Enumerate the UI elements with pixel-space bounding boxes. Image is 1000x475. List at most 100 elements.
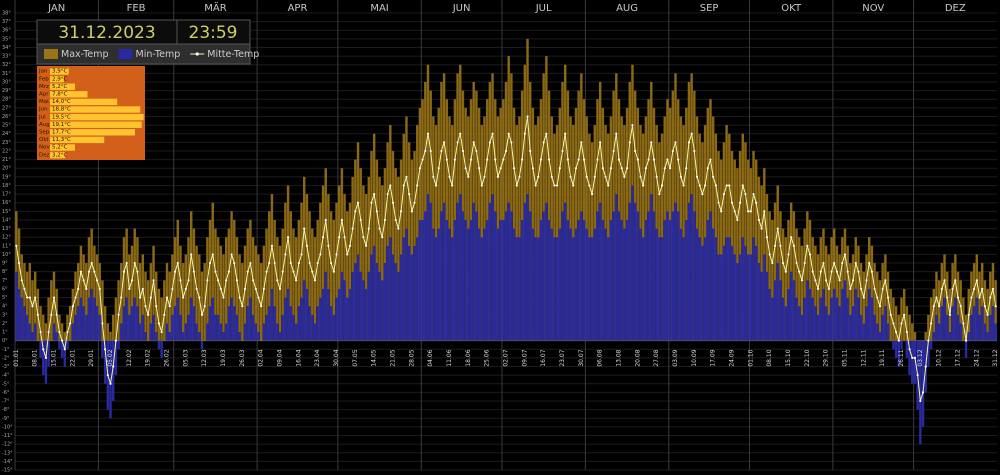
mean-dot <box>262 287 265 291</box>
mean-dot <box>324 218 327 222</box>
min-bar <box>413 245 416 341</box>
min-bar <box>74 314 77 341</box>
max-bar <box>760 185 763 341</box>
min-bar <box>679 228 683 341</box>
mean-dot <box>806 244 809 247</box>
min-bar <box>370 254 373 341</box>
min-bar <box>676 211 680 341</box>
min-bar <box>647 211 650 341</box>
y-tick-label: -8° <box>2 407 10 413</box>
y-tick-label: 18° <box>2 183 11 189</box>
max-bar <box>937 280 941 341</box>
max-bar <box>44 323 48 341</box>
min-bar <box>959 323 962 341</box>
max-bar <box>141 254 145 341</box>
mean-dot <box>628 141 631 144</box>
min-bar <box>765 271 769 341</box>
min-bar <box>623 228 626 341</box>
mean-dot <box>529 149 532 153</box>
mean-dot <box>286 236 290 239</box>
min-bar <box>319 297 322 341</box>
mean-dot <box>634 149 637 153</box>
mean-dot <box>755 201 758 204</box>
mean-dot <box>884 279 887 282</box>
min-bar <box>141 314 145 341</box>
mean-dot <box>147 313 150 316</box>
min-bar <box>849 314 852 341</box>
mean-dot <box>943 279 946 282</box>
min-bar <box>617 211 621 341</box>
min-bar <box>711 228 715 341</box>
mean-dot <box>440 149 443 153</box>
min-bar <box>851 306 855 341</box>
mean-dot <box>986 313 989 316</box>
max-bar <box>375 159 379 341</box>
min-bar <box>572 237 575 341</box>
min-bar <box>972 306 976 341</box>
mean-dot <box>168 305 171 308</box>
max-bar <box>130 245 134 341</box>
min-bar <box>722 245 726 341</box>
min-bar <box>55 332 58 341</box>
min-bar <box>876 323 879 341</box>
mean-dot <box>125 261 128 265</box>
y-tick-label: -11° <box>2 433 13 439</box>
min-bar <box>31 332 34 341</box>
month-label: MÄR <box>204 1 226 14</box>
y-tick-label: 27° <box>2 105 11 111</box>
mean-dot <box>860 287 863 291</box>
min-bar <box>224 323 228 341</box>
mean-dot <box>822 261 825 265</box>
min-bar <box>192 306 196 341</box>
mean-dot <box>722 192 726 196</box>
mean-dot <box>706 167 709 170</box>
mean-dot <box>198 296 201 299</box>
mean-dot <box>402 184 405 187</box>
mean-dot <box>784 270 787 273</box>
mean-dot <box>278 287 282 291</box>
mean-dot <box>182 296 185 299</box>
min-bar <box>286 288 290 341</box>
mean-dot <box>173 270 177 273</box>
max-bar <box>171 254 174 341</box>
mean-dot <box>227 270 230 273</box>
y-tick-label: 23° <box>2 140 11 146</box>
month-label: AUG <box>616 3 638 14</box>
min-bar <box>730 245 734 341</box>
max-bar <box>773 202 777 341</box>
min-bar <box>867 288 871 341</box>
mean-dot <box>120 296 123 299</box>
mean-dot <box>574 167 578 170</box>
min-bar <box>819 297 822 341</box>
mean-dot <box>79 270 83 273</box>
max-bar <box>163 280 166 341</box>
mean-dot <box>160 330 163 334</box>
min-bar <box>547 219 551 341</box>
max-bar <box>900 297 903 341</box>
mean-dot <box>572 184 575 187</box>
inset-value-label: 3,2°C <box>52 152 67 158</box>
mean-dot <box>171 287 174 291</box>
min-bar <box>859 314 863 341</box>
max-bar <box>913 332 917 341</box>
mean-dot <box>604 175 607 178</box>
min-bar <box>249 297 252 341</box>
min-bar <box>948 332 952 341</box>
max-bar <box>286 185 290 341</box>
max-bar <box>849 263 852 341</box>
mean-dot <box>343 236 346 239</box>
inset-value-label: 2,9°C <box>52 76 67 82</box>
max-bar <box>908 314 911 341</box>
min-bar <box>278 332 282 341</box>
min-bar <box>642 237 645 341</box>
mean-dot <box>141 287 144 291</box>
legend-label: Min-Temp <box>136 49 181 60</box>
min-bar <box>598 202 602 341</box>
mean-dot <box>36 313 39 316</box>
date: 31.12.2023 <box>58 23 155 43</box>
mean-dot <box>15 244 18 247</box>
x-tick-label: 22.10 <box>804 349 811 366</box>
x-tick-label: 08.01 <box>32 349 39 366</box>
min-bar <box>407 245 411 341</box>
mean-dot <box>276 279 279 282</box>
